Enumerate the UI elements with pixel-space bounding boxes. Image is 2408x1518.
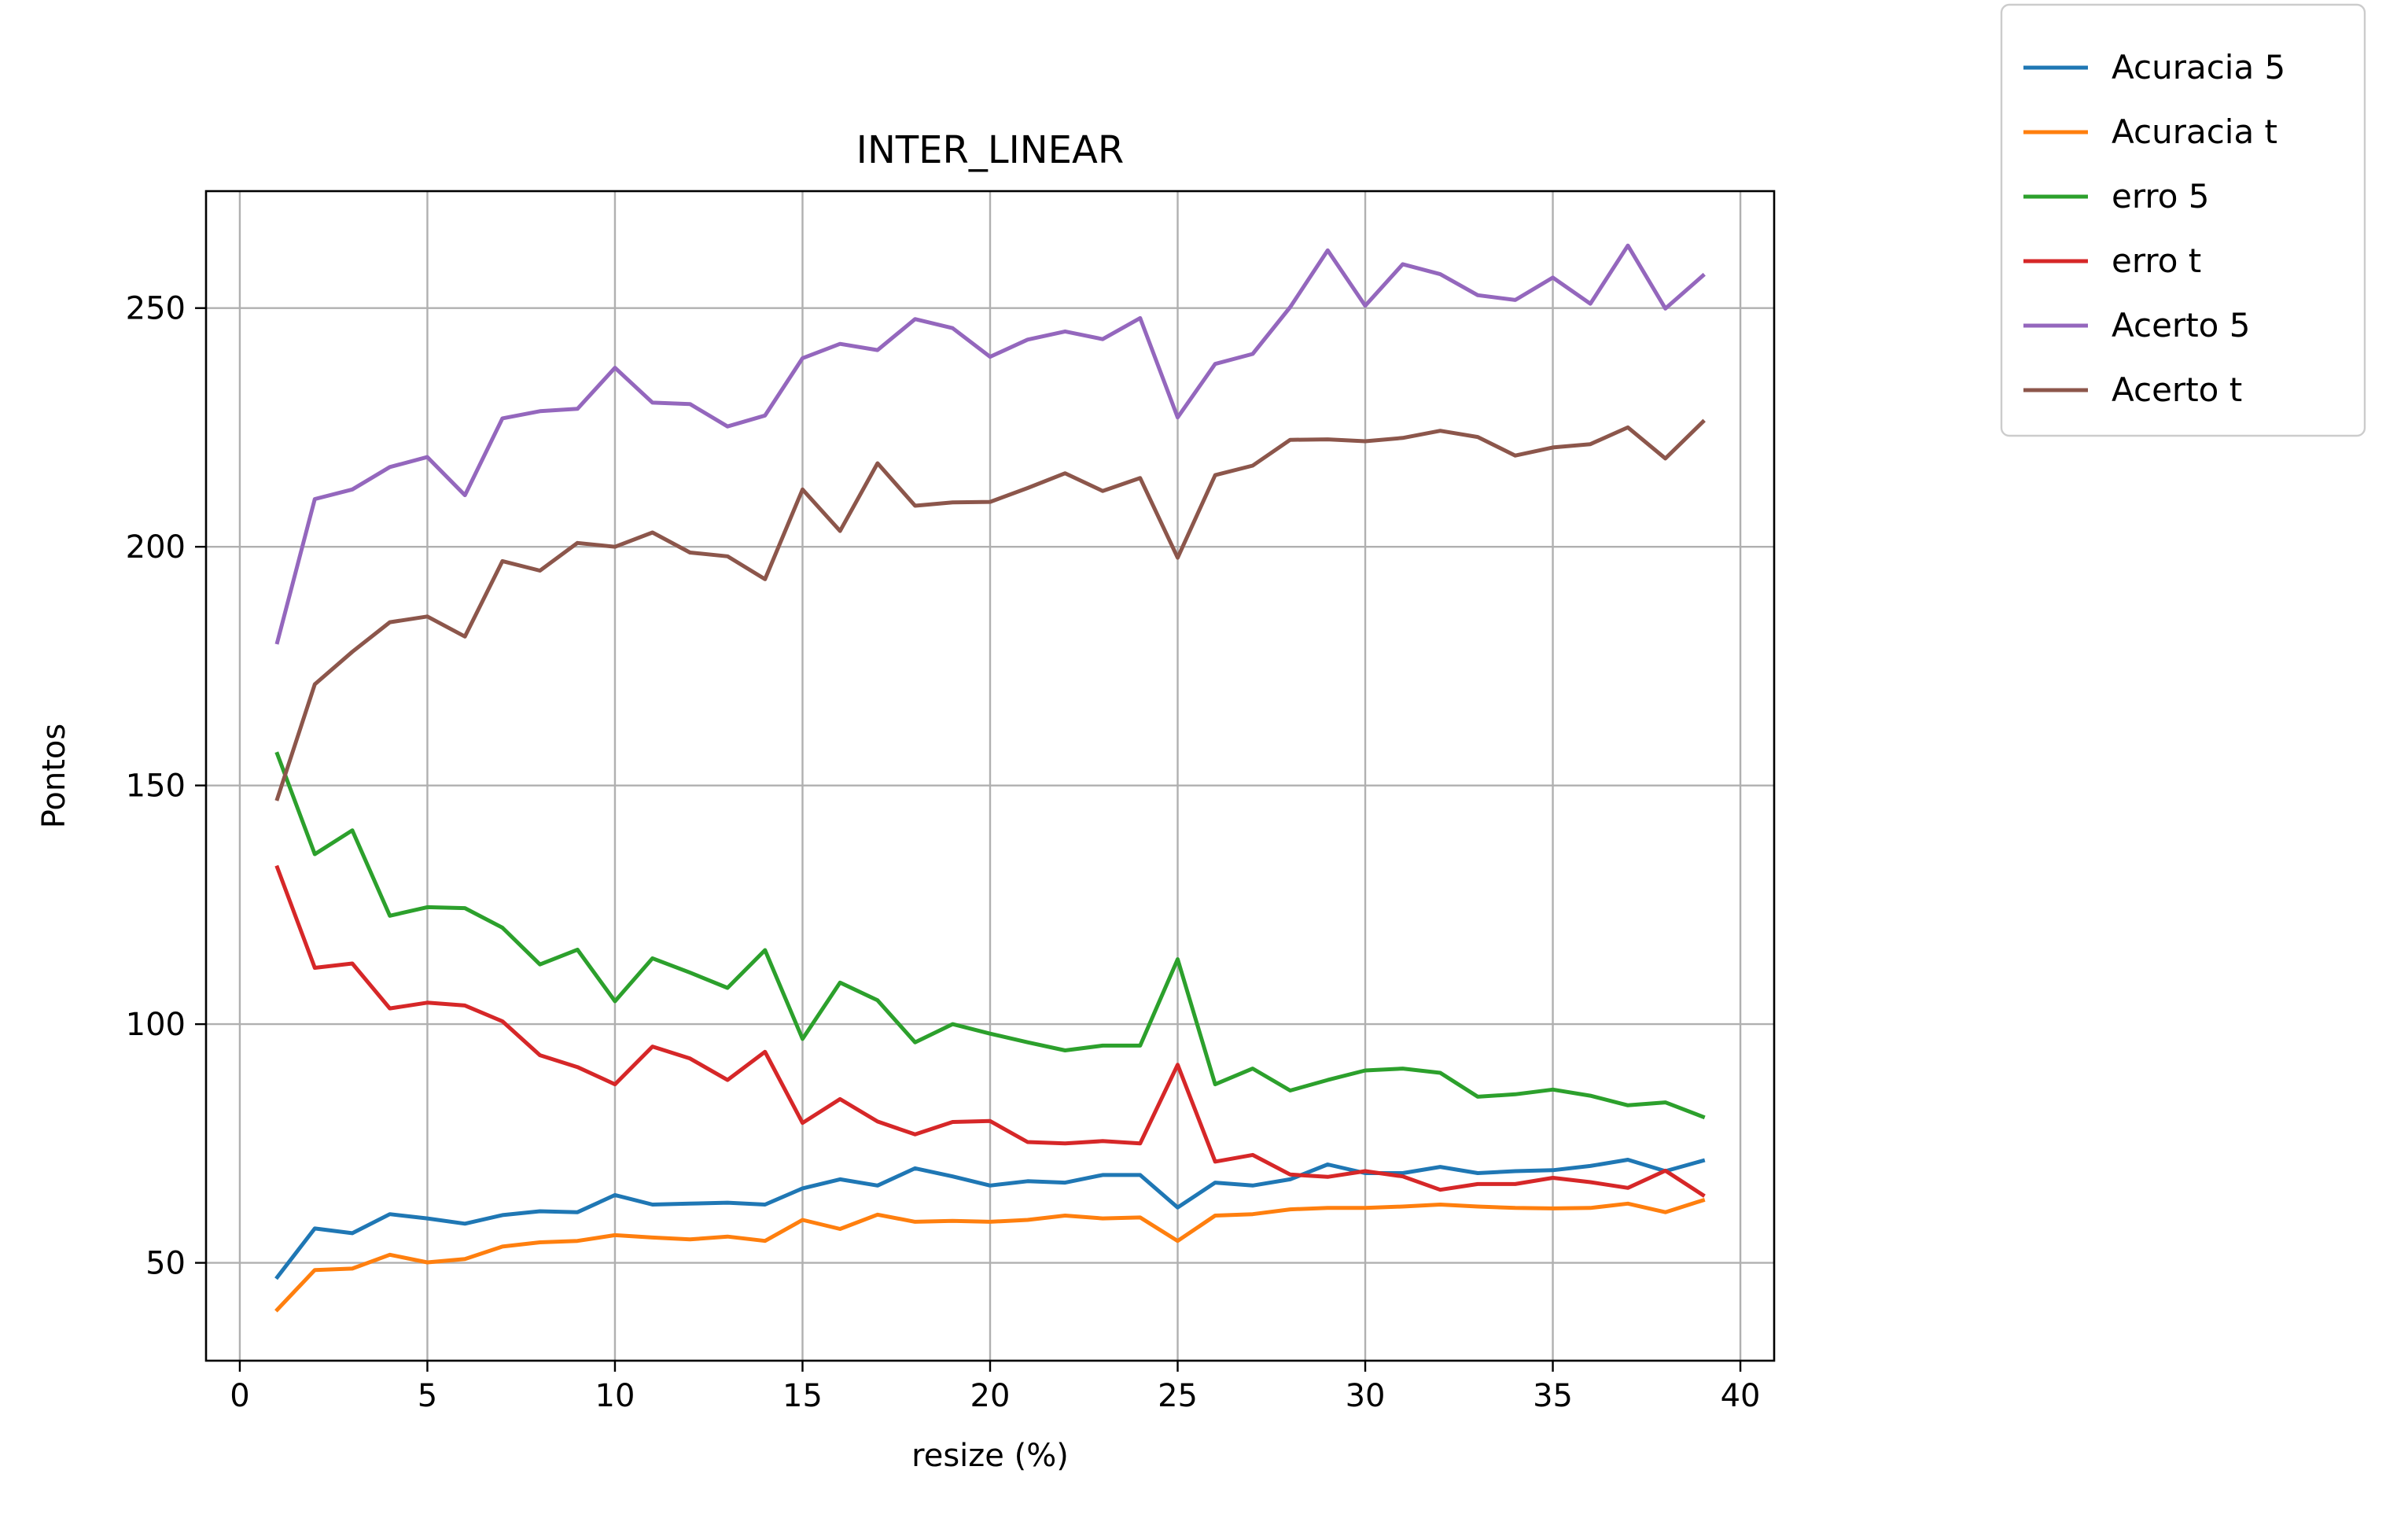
y-tick-label: 100 bbox=[126, 1007, 186, 1043]
x-axis-label: resize (%) bbox=[911, 1438, 1069, 1474]
legend-label-acerto-5: Acerto 5 bbox=[2112, 306, 2250, 344]
legend-label-acuracia-t: Acuracia t bbox=[2112, 112, 2277, 151]
y-tick-label: 50 bbox=[145, 1246, 186, 1282]
x-tick-label: 35 bbox=[1533, 1378, 1573, 1414]
x-tick-label: 15 bbox=[782, 1378, 823, 1414]
x-tick-label: 20 bbox=[970, 1378, 1011, 1414]
x-axis-ticks: 0 5 10 15 20 25 30 35 40 bbox=[230, 1361, 1761, 1414]
series-line-acerto-5 bbox=[274, 243, 1706, 645]
y-tick-label: 150 bbox=[126, 768, 186, 805]
legend-box bbox=[2000, 3, 2366, 437]
legend-label-acerto-t: Acerto t bbox=[2112, 370, 2242, 409]
grid bbox=[206, 191, 1774, 1361]
chart-title: INTER_LINEAR bbox=[856, 128, 1124, 172]
legend-label-erro-t: erro t bbox=[2112, 241, 2201, 280]
series-lines bbox=[274, 243, 1706, 1313]
series-line-acerto-t bbox=[274, 418, 1706, 801]
y-tick-label: 250 bbox=[126, 291, 186, 327]
legend: Acuracia 5 Acuracia t erro 5 erro t Acerto 5… bbox=[2000, 3, 2366, 437]
x-tick-label: 25 bbox=[1158, 1378, 1198, 1414]
x-tick-label: 30 bbox=[1346, 1378, 1386, 1414]
series-line-erro-5 bbox=[274, 751, 1706, 1120]
series-line-acuracia-5 bbox=[274, 1158, 1706, 1280]
y-tick-label: 200 bbox=[126, 529, 186, 566]
x-tick-label: 5 bbox=[418, 1378, 437, 1414]
x-tick-label: 10 bbox=[595, 1378, 635, 1414]
series-line-acuracia-t bbox=[274, 1197, 1706, 1313]
y-axis-ticks: 50 100 150 200 250 bbox=[126, 291, 206, 1282]
legend-label-erro-5: erro 5 bbox=[2112, 177, 2209, 216]
legend-label-acuracia-5: Acuracia 5 bbox=[2112, 48, 2285, 87]
x-tick-label: 40 bbox=[1721, 1378, 1761, 1414]
series-line-erro-t bbox=[274, 864, 1706, 1198]
y-axis-label: Pontos bbox=[36, 724, 72, 829]
x-tick-label: 0 bbox=[230, 1378, 249, 1414]
